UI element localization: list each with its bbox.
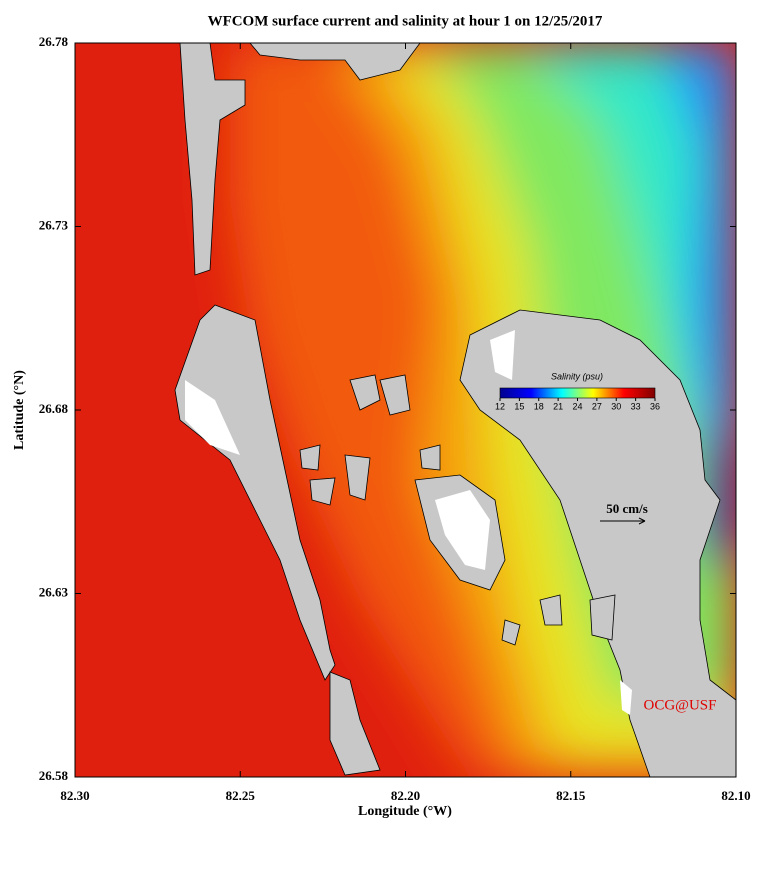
salinity-field xyxy=(75,43,736,777)
y-tick-label: 26.63 xyxy=(39,584,69,599)
x-tick-label: 82.20 xyxy=(391,788,420,803)
colorbar-title: Salinity (psu) xyxy=(551,371,603,381)
land-interior xyxy=(185,330,632,715)
credit: OCG@USF xyxy=(643,697,716,713)
y-tick-label: 26.73 xyxy=(39,217,69,232)
reference-vector xyxy=(600,517,646,525)
colorbar-tick-label: 12 xyxy=(495,401,505,411)
colorbar-tick-label: 30 xyxy=(611,401,621,411)
colorbar-tick-label: 15 xyxy=(514,401,524,411)
colorbar-tick-label: 27 xyxy=(592,401,602,411)
colorbar-tick-label: 33 xyxy=(631,401,641,411)
colorbar-tick-label: 18 xyxy=(534,401,544,411)
y-tick-label: 26.68 xyxy=(39,401,69,416)
y-axis-label: Latitude (°N) xyxy=(12,370,27,450)
x-tick-label: 82.10 xyxy=(721,788,750,803)
colorbar xyxy=(499,387,656,399)
chart-title: WFCOM surface current and salinity at ho… xyxy=(208,13,603,29)
x-tick-label: 82.25 xyxy=(226,788,256,803)
reference-vector-label: 50 cm/s xyxy=(606,501,648,516)
x-tick-label: 82.15 xyxy=(556,788,586,803)
y-tick-label: 26.58 xyxy=(39,768,69,783)
colorbar-tick-label: 24 xyxy=(572,401,582,411)
x-tick-label: 82.30 xyxy=(60,788,89,803)
colorbar-tick-label: 21 xyxy=(553,401,563,411)
land xyxy=(174,43,736,777)
colorbar-tick-label: 36 xyxy=(650,401,660,411)
y-tick-label: 26.78 xyxy=(39,34,69,49)
x-axis-label: Longitude (°W) xyxy=(358,804,452,819)
